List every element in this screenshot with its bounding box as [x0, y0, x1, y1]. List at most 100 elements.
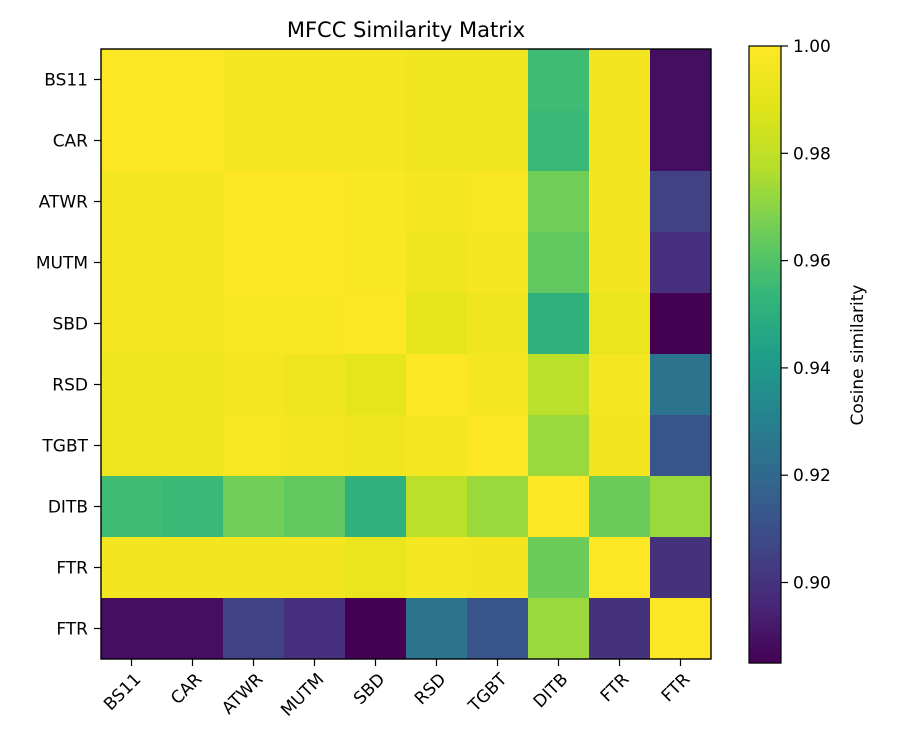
- colorbar-segment: [749, 133, 781, 140]
- colorbar-segment: [749, 256, 781, 263]
- heatmap-cell: [101, 49, 163, 111]
- colorbar-segment: [749, 277, 781, 284]
- colorbar-segment: [749, 616, 781, 623]
- colorbar-segment: [749, 66, 781, 73]
- colorbar-segment: [749, 51, 781, 57]
- colorbar-segment: [749, 426, 781, 433]
- colorbar-tick-label: 0.92: [793, 466, 831, 486]
- colorbar-segment: [749, 354, 781, 361]
- heatmap-cell: [528, 598, 590, 660]
- colorbar-segment: [749, 549, 781, 556]
- x-tick-label: SBD: [350, 670, 389, 709]
- heatmap-cell: [406, 415, 468, 477]
- colorbar-segment: [749, 344, 781, 350]
- heatmap-cell: [650, 171, 712, 233]
- heatmap-cell: [345, 293, 407, 355]
- heatmap-cell: [650, 598, 712, 660]
- heatmap-cell: [284, 171, 346, 233]
- colorbar-segment: [749, 488, 781, 494]
- colorbar-segment: [749, 87, 781, 93]
- colorbar-segment: [749, 395, 781, 402]
- heatmap-cell: [162, 110, 224, 172]
- colorbar-segment: [749, 359, 781, 366]
- heatmap-cell: [223, 598, 285, 660]
- colorbar-segment: [749, 220, 781, 227]
- colorbar-segment: [749, 184, 781, 191]
- heatmap-cell: [589, 232, 651, 294]
- colorbar-segment: [749, 565, 781, 572]
- colorbar-segment: [749, 153, 781, 160]
- colorbar-segment: [749, 323, 781, 330]
- heatmap-cell: [162, 171, 224, 233]
- colorbar-segment: [749, 261, 781, 268]
- colorbar-segment: [749, 503, 781, 510]
- heatmap-cell: [650, 537, 712, 599]
- y-tick-label: RSD: [52, 376, 88, 396]
- heatmap-cell: [284, 110, 346, 172]
- x-tick-label: RSD: [411, 670, 450, 709]
- heatmap-cell: [345, 537, 407, 599]
- colorbar-segment: [749, 472, 781, 479]
- colorbar-segment: [749, 297, 781, 304]
- colorbar-segment: [749, 241, 781, 248]
- heatmap-cell: [406, 537, 468, 599]
- colorbar-segment: [749, 421, 781, 428]
- colorbar-segment: [749, 287, 781, 294]
- heatmap-cell: [467, 49, 529, 111]
- y-tick-label: SBD: [52, 315, 88, 335]
- heatmap-cell: [650, 476, 712, 538]
- heatmap-cell: [589, 415, 651, 477]
- colorbar-segment: [749, 318, 781, 325]
- colorbar-tick-label: 0.96: [793, 252, 831, 272]
- colorbar-segment: [749, 56, 781, 63]
- colorbar-segment: [749, 375, 781, 381]
- colorbar-segment: [749, 292, 781, 299]
- heatmap-cell: [650, 110, 712, 172]
- y-tick-label: DITB: [48, 498, 88, 518]
- heatmap-cell: [467, 415, 529, 477]
- heatmap-cell: [406, 232, 468, 294]
- x-tick-label: ATWR: [218, 670, 267, 719]
- colorbar-segment: [749, 71, 781, 78]
- colorbar-segment: [749, 333, 781, 340]
- colorbar-segment: [749, 596, 781, 602]
- heatmap-cell: [223, 415, 285, 477]
- heatmap-cell: [406, 598, 468, 660]
- heatmap-cell: [345, 232, 407, 294]
- colorbar-segment: [749, 117, 781, 124]
- colorbar-segment: [749, 61, 781, 68]
- colorbar-segment: [749, 46, 781, 52]
- heatmap-cell: [101, 537, 163, 599]
- heatmap-cell: [101, 598, 163, 660]
- y-tick-label: CAR: [53, 132, 88, 152]
- colorbar-segment: [749, 544, 781, 551]
- heatmap-cell: [589, 537, 651, 599]
- heatmap-cell: [406, 110, 468, 172]
- colorbar-segment: [749, 632, 781, 638]
- heatmap-cell: [345, 49, 407, 111]
- heatmap-cell: [406, 171, 468, 233]
- x-tick-label: BS11: [100, 670, 145, 715]
- colorbar-segment: [749, 97, 781, 104]
- y-tick-label: FTR: [56, 620, 88, 640]
- colorbar-segment: [749, 138, 781, 145]
- colorbar-segment: [749, 282, 781, 289]
- colorbar-segment: [749, 159, 781, 165]
- colorbar-segment: [749, 539, 781, 546]
- colorbar-segment: [749, 498, 781, 505]
- heatmap-cell: [467, 598, 529, 660]
- x-tick-label: DITB: [530, 670, 573, 713]
- colorbar-tick-label: 1.00: [793, 37, 831, 57]
- heatmap-cell: [223, 293, 285, 355]
- colorbar-frame: [748, 45, 782, 664]
- colorbar-label: Cosine similarity: [848, 285, 868, 426]
- colorbar-segment: [749, 200, 781, 206]
- colorbar-segment: [749, 272, 781, 278]
- colorbar-segment: [749, 555, 781, 561]
- heatmap-cell: [589, 476, 651, 538]
- colorbar-segment: [749, 606, 781, 613]
- heatmap-cell: [223, 110, 285, 172]
- heatmap-cell: [101, 354, 163, 416]
- x-tick-label: FTR: [658, 670, 695, 707]
